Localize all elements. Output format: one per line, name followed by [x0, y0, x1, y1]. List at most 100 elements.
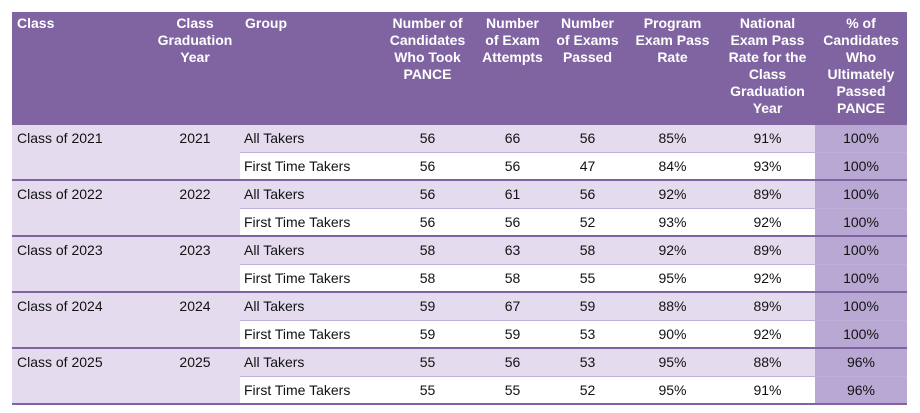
value-cell: 92% [625, 236, 720, 265]
value-cell: 58 [475, 264, 550, 293]
table-row: Class of 2025 2025 All Takers 55 56 53 95% 88% 9… [12, 348, 907, 405]
table-row: Class of 2023 2023 All Takers 58 63 58 92% 89% 1… [12, 236, 907, 293]
value-cell: 56 [380, 180, 475, 209]
value-cell: 56 [380, 208, 475, 237]
value-cell: 91% [720, 125, 815, 153]
group-cell: All Takers [240, 125, 380, 153]
value-cell: 47 [550, 152, 625, 181]
value-cell: 100% [815, 180, 907, 209]
value-cell: 52 [550, 208, 625, 237]
group-cell: First Time Takers [240, 376, 380, 405]
value-cell: 95% [625, 264, 720, 293]
value-cell: 84% [625, 152, 720, 181]
value-cell: 85% [625, 125, 720, 153]
column-header: Program Exam Pass Rate [625, 12, 720, 125]
column-header: Number of Candidates Who Took PANCE [380, 12, 475, 125]
value-cell: 53 [550, 348, 625, 377]
value-cell: 92% [625, 180, 720, 209]
group-cell: All Takers [240, 348, 380, 377]
value-cell: 52 [550, 376, 625, 405]
value-cell: 56 [475, 348, 550, 377]
table-row: Class of 2024 2024 All Takers 59 67 59 88% 89% 1… [12, 292, 907, 349]
column-header: % of Candidates Who Ultimately Passed PA… [815, 12, 907, 125]
table-row: Class of 2022 2022 All Takers 56 61 56 92% 89% 1… [12, 180, 907, 237]
value-cell: 58 [380, 264, 475, 293]
value-cell: 96% [815, 376, 907, 405]
value-cell: 56 [475, 152, 550, 181]
value-cell: 56 [550, 125, 625, 153]
value-cell: 100% [815, 264, 907, 293]
value-cell: 56 [475, 208, 550, 237]
value-cell: 59 [550, 292, 625, 321]
value-cell: 92% [720, 264, 815, 293]
value-cell: 96% [815, 348, 907, 377]
value-cell: 55 [550, 264, 625, 293]
class-cell: Class of 2021 [12, 125, 150, 181]
class-cell: Class of 2024 [12, 292, 150, 349]
group-cell: First Time Takers [240, 208, 380, 237]
value-cell: 55 [380, 376, 475, 405]
value-cell: 91% [720, 376, 815, 405]
value-cell: 59 [380, 292, 475, 321]
value-cell: 95% [625, 376, 720, 405]
value-cell: 58 [550, 236, 625, 265]
value-cell: 58 [380, 236, 475, 265]
column-header: Group [240, 12, 380, 125]
value-cell: 88% [625, 292, 720, 321]
value-cell: 56 [380, 152, 475, 181]
table-row: First Time Takers 55 55 52 95% 91% 96% [12, 376, 907, 405]
value-cell: 88% [720, 348, 815, 377]
table-row: Class of 2021 2021 All Takers 56 66 56 85% 91% 1… [12, 125, 907, 181]
class-cell: Class of 2022 [12, 180, 150, 237]
value-cell: 53 [550, 320, 625, 349]
value-cell: 59 [475, 320, 550, 349]
value-cell: 100% [815, 152, 907, 181]
table-row: First Time Takers 56 56 52 93% 92% 100% [12, 208, 907, 237]
value-cell: 90% [625, 320, 720, 349]
column-header: National Exam Pass Rate for the Class Gr… [720, 12, 815, 125]
value-cell: 89% [720, 180, 815, 209]
pance-table: Class Class Graduation Year Group Number of… [12, 12, 907, 405]
value-cell: 95% [625, 348, 720, 377]
value-cell: 56 [380, 125, 475, 153]
year-cell: 2022 [150, 180, 240, 237]
header-row: Class Class Graduation Year Group Number of… [12, 12, 907, 125]
value-cell: 100% [815, 125, 907, 153]
table-row: First Time Takers 59 59 53 90% 92% 100% [12, 320, 907, 349]
value-cell: 92% [720, 320, 815, 349]
value-cell: 63 [475, 236, 550, 265]
value-cell: 93% [625, 208, 720, 237]
value-cell: 55 [380, 348, 475, 377]
column-header: Class Graduation Year [150, 12, 240, 125]
class-cell: Class of 2023 [12, 236, 150, 293]
class-cell: Class of 2025 [12, 348, 150, 405]
year-cell: 2025 [150, 348, 240, 405]
year-cell: 2024 [150, 292, 240, 349]
value-cell: 67 [475, 292, 550, 321]
value-cell: 55 [475, 376, 550, 405]
value-cell: 100% [815, 208, 907, 237]
value-cell: 56 [550, 180, 625, 209]
group-cell: All Takers [240, 180, 380, 209]
value-cell: 59 [380, 320, 475, 349]
table-row: First Time Takers 58 58 55 95% 92% 100% [12, 264, 907, 293]
column-header: Number of Exams Passed [550, 12, 625, 125]
value-cell: 100% [815, 236, 907, 265]
group-cell: First Time Takers [240, 152, 380, 181]
value-cell: 61 [475, 180, 550, 209]
year-cell: 2023 [150, 236, 240, 293]
group-cell: First Time Takers [240, 264, 380, 293]
value-cell: 100% [815, 292, 907, 321]
group-cell: All Takers [240, 292, 380, 321]
value-cell: 100% [815, 320, 907, 349]
column-header: Class [12, 12, 150, 125]
table-body: Class of 2021 2021 All Takers 56 66 56 85% 91% 1… [12, 125, 907, 405]
value-cell: 89% [720, 292, 815, 321]
value-cell: 66 [475, 125, 550, 153]
column-header: Number of Exam Attempts [475, 12, 550, 125]
value-cell: 92% [720, 208, 815, 237]
group-cell: First Time Takers [240, 320, 380, 349]
value-cell: 93% [720, 152, 815, 181]
value-cell: 89% [720, 236, 815, 265]
